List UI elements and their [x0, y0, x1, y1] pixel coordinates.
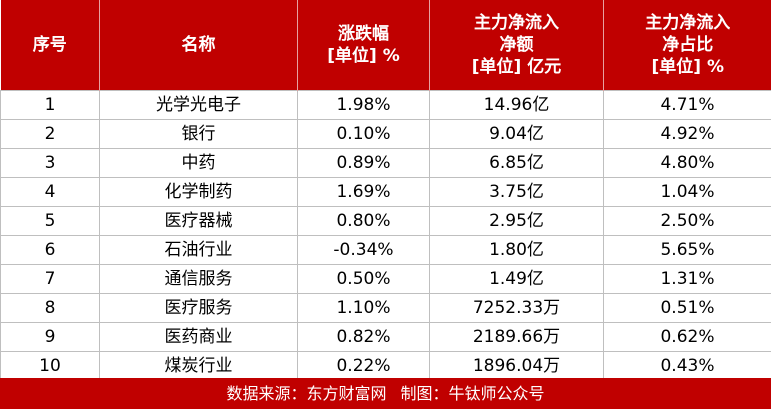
cell-name: 中药 [99, 147, 298, 178]
cell-net-ratio: 4.80% [603, 147, 771, 178]
table-row[interactable]: 10 煤炭行业 0.22% 1896.04万 0.43% [0, 350, 771, 381]
table-row[interactable]: 8 医疗服务 1.10% 7252.33万 0.51% [0, 292, 771, 323]
header-net-inflow-unit: [单位] 亿元 [471, 56, 562, 77]
cell-rank: 10 [0, 350, 100, 381]
cell-rank: 9 [0, 321, 100, 352]
table-row[interactable]: 2 银行 0.10% 9.04亿 4.92% [0, 118, 771, 149]
cell-change: 0.10% [297, 118, 430, 149]
header-net-ratio-line1: 主力净流入 [645, 12, 731, 33]
table-row[interactable]: 6 石油行业 -0.34% 1.80亿 5.65% [0, 234, 771, 265]
header-change[interactable]: 涨跌幅 [单位] % [297, 0, 430, 90]
cell-net-inflow: 1896.04万 [429, 350, 604, 381]
header-net-ratio-line2: 净占比 [662, 34, 714, 55]
cell-rank: 1 [0, 89, 100, 120]
cell-net-ratio: 5.65% [603, 234, 771, 265]
cell-net-inflow: 1.49亿 [429, 263, 604, 294]
cell-net-inflow: 2189.66万 [429, 321, 604, 352]
fund-flow-table: 序号 名称 涨跌幅 [单位] % 主力净流入 净额 [单位] 亿元 主力净流入 … [0, 0, 771, 381]
header-change-unit: [单位] % [327, 45, 400, 66]
cell-net-inflow: 7252.33万 [429, 292, 604, 323]
author-credit: 制图：牛钛师公众号 [400, 384, 545, 403]
cell-change: 1.98% [297, 89, 430, 120]
cell-rank: 2 [0, 118, 100, 149]
cell-name: 光学光电子 [99, 89, 298, 120]
cell-change: 1.69% [297, 176, 430, 207]
cell-net-ratio: 1.31% [603, 263, 771, 294]
cell-net-inflow: 1.80亿 [429, 234, 604, 265]
cell-change: 0.80% [297, 205, 430, 236]
table-row[interactable]: 1 光学光电子 1.98% 14.96亿 4.71% [0, 89, 771, 120]
cell-name: 通信服务 [99, 263, 298, 294]
cell-net-inflow: 6.85亿 [429, 147, 604, 178]
cell-change: 0.50% [297, 263, 430, 294]
header-change-line1: 涨跌幅 [338, 23, 389, 44]
table-row[interactable]: 3 中药 0.89% 6.85亿 4.80% [0, 147, 771, 178]
cell-rank: 8 [0, 292, 100, 323]
header-net-inflow[interactable]: 主力净流入 净额 [单位] 亿元 [429, 0, 604, 90]
cell-net-ratio: 4.92% [603, 118, 771, 149]
cell-net-ratio: 0.62% [603, 321, 771, 352]
header-rank-label: 序号 [32, 34, 67, 55]
cell-name: 银行 [99, 118, 298, 149]
header-net-ratio[interactable]: 主力净流入 净占比 [单位] % [603, 0, 771, 90]
cell-net-ratio: 0.51% [603, 292, 771, 323]
header-net-inflow-line1: 主力净流入 [474, 12, 559, 33]
table-row[interactable]: 5 医疗器械 0.80% 2.95亿 2.50% [0, 205, 771, 236]
table-row[interactable]: 4 化学制药 1.69% 3.75亿 1.04% [0, 176, 771, 207]
cell-change: 0.89% [297, 147, 430, 178]
cell-name: 医疗服务 [99, 292, 298, 323]
cell-rank: 4 [0, 176, 100, 207]
cell-net-inflow: 3.75亿 [429, 176, 604, 207]
cell-change: 1.10% [297, 292, 430, 323]
cell-rank: 7 [0, 263, 100, 294]
source-footer: 数据来源：东方财富网 制图：牛钛师公众号 [0, 378, 771, 409]
cell-net-ratio: 1.04% [603, 176, 771, 207]
cell-net-ratio: 4.71% [603, 89, 771, 120]
source-credit: 数据来源：东方财富网 [226, 384, 387, 403]
cell-name: 石油行业 [99, 234, 298, 265]
header-rank[interactable]: 序号 [0, 0, 100, 90]
cell-net-ratio: 0.43% [603, 350, 771, 381]
cell-change: 0.22% [297, 350, 430, 381]
cell-net-inflow: 9.04亿 [429, 118, 604, 149]
cell-name: 煤炭行业 [99, 350, 298, 381]
cell-net-inflow: 14.96亿 [429, 89, 604, 120]
cell-net-ratio: 2.50% [603, 205, 771, 236]
header-net-inflow-line2: 净额 [499, 34, 534, 55]
cell-rank: 3 [0, 147, 100, 178]
cell-name: 医药商业 [99, 321, 298, 352]
header-name-label: 名称 [181, 34, 216, 55]
header-name[interactable]: 名称 [99, 0, 298, 90]
cell-change: 0.82% [297, 321, 430, 352]
cell-change: -0.34% [297, 234, 430, 265]
cell-net-inflow: 2.95亿 [429, 205, 604, 236]
header-net-ratio-unit: [单位] % [651, 56, 725, 77]
cell-name: 化学制药 [99, 176, 298, 207]
cell-rank: 5 [0, 205, 100, 236]
table-row[interactable]: 9 医药商业 0.82% 2189.66万 0.62% [0, 321, 771, 352]
table-row[interactable]: 7 通信服务 0.50% 1.49亿 1.31% [0, 263, 771, 294]
cell-rank: 6 [0, 234, 100, 265]
cell-name: 医疗器械 [99, 205, 298, 236]
table-header-row: 序号 名称 涨跌幅 [单位] % 主力净流入 净额 [单位] 亿元 主力净流入 … [0, 0, 771, 90]
